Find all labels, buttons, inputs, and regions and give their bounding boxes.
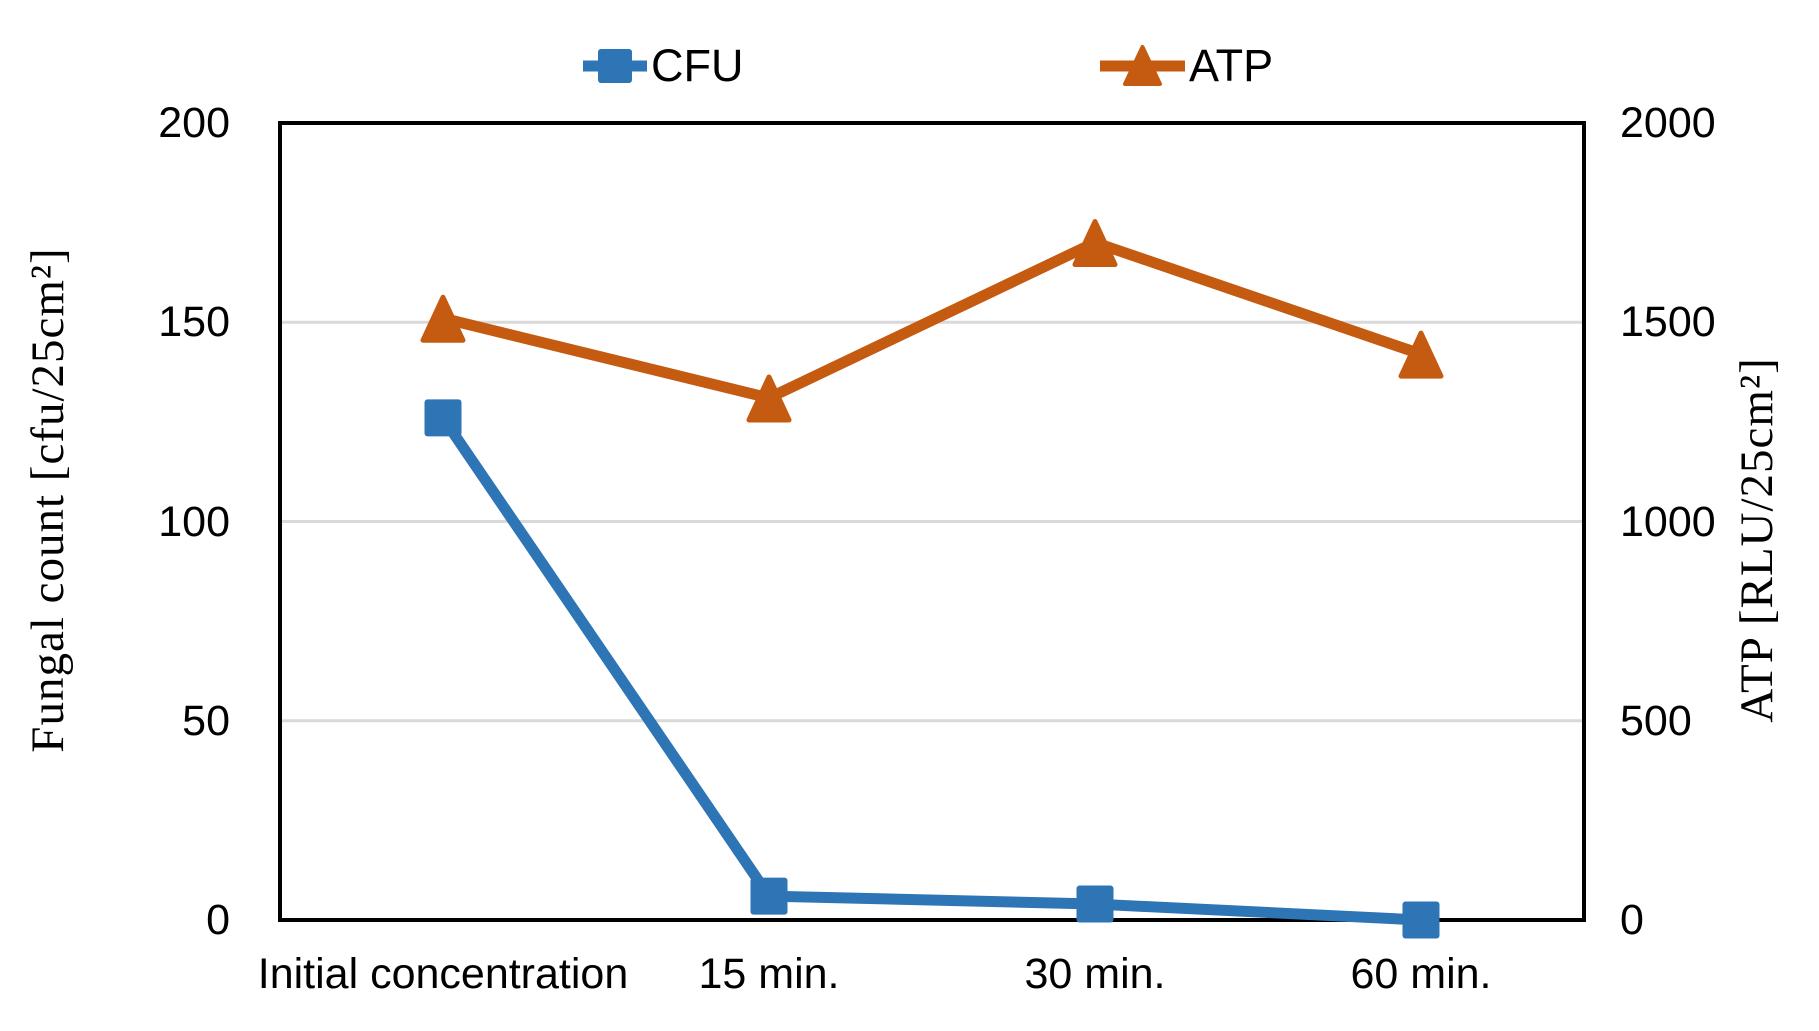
atp-data-point-marker: [420, 294, 466, 343]
plot-border: [278, 121, 1586, 922]
left-axis-tick-label: 200: [158, 99, 230, 147]
left-axis-tick-label: 100: [158, 497, 230, 546]
legend-item-atp: ATP: [1100, 40, 1273, 92]
left-axis-tick-label: 50: [182, 696, 230, 745]
x-axis-tick-label: 15 min.: [698, 950, 840, 998]
x-axis-tick-label: 60 min.: [1350, 950, 1492, 998]
cfu-data-point-marker: [1076, 885, 1114, 923]
cfu-square-marker-icon: [583, 49, 647, 83]
right-axis-tick-label: 0: [1620, 896, 1644, 944]
right-axis-tick-label: 2000: [1620, 99, 1716, 147]
left-axis-tick-label: 0: [206, 896, 230, 944]
legend-label-cfu: CFU: [651, 40, 744, 91]
atp-triangle-marker-icon: [1100, 45, 1185, 86]
atp-data-point-marker: [746, 374, 792, 423]
right-axis-tick-label: 1500: [1620, 298, 1716, 347]
x-axis-tick-label: 30 min.: [1024, 950, 1166, 998]
right-axis-tick-label: 500: [1620, 696, 1692, 745]
cfu-data-point-marker: [1402, 901, 1440, 939]
right-axis-tick-label: 1000: [1620, 497, 1716, 546]
legend-item-cfu: CFU: [583, 40, 743, 92]
x-axis-tick-label: Initial concentration: [257, 950, 629, 998]
atp-series-line: [437, 237, 1427, 404]
cfu-data-point-marker: [424, 399, 462, 437]
right-axis-title: ATP [RLU/25cm²]: [1731, 357, 1783, 723]
atp-data-point-marker: [1072, 219, 1118, 268]
legend-label-atp: ATP: [1189, 40, 1274, 91]
cfu-series-line: [437, 412, 1427, 926]
atp-data-point-marker: [1398, 330, 1444, 379]
left-axis-title: Fungal count [cfu/25cm²]: [22, 247, 74, 753]
left-axis-tick-label: 150: [158, 298, 230, 347]
cfu-data-point-marker: [750, 877, 788, 915]
